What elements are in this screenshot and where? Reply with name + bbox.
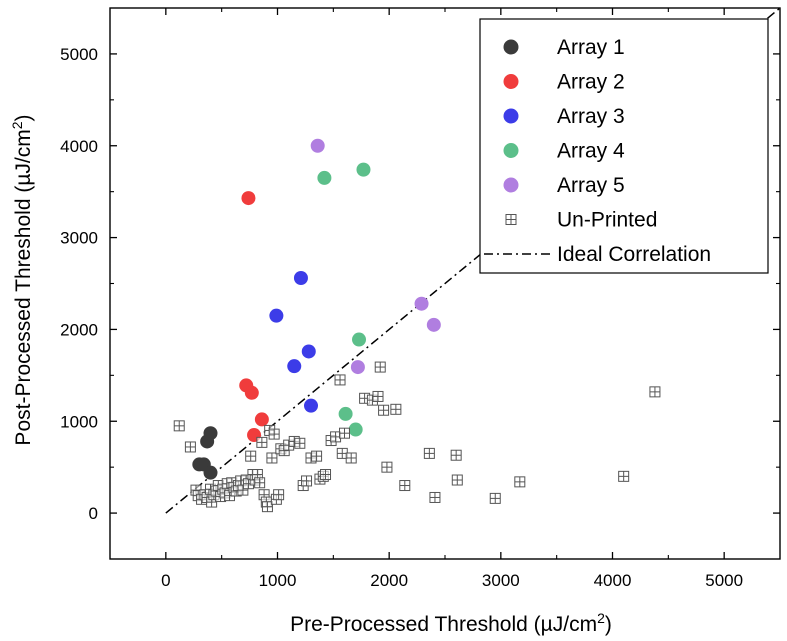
point-un-printed <box>618 470 630 482</box>
point-un-printed <box>423 447 435 459</box>
point-un-printed <box>649 386 661 398</box>
point-array-3 <box>304 398 318 413</box>
point-un-printed <box>334 374 346 386</box>
point-un-printed <box>273 489 285 501</box>
y-tick-label: 1000 <box>60 412 98 431</box>
point-array-5 <box>414 296 429 311</box>
x-tick-label: 1000 <box>259 571 297 590</box>
x-tick-label: 0 <box>161 571 170 590</box>
point-array-2 <box>244 385 259 400</box>
x-tick-label: 5000 <box>705 571 743 590</box>
point-un-printed <box>268 428 280 440</box>
point-un-printed <box>390 403 402 415</box>
point-un-printed <box>320 469 332 481</box>
point-un-printed <box>372 390 384 402</box>
point-array-2 <box>254 412 269 427</box>
tick-marks <box>110 8 780 559</box>
x-tick-label: 3000 <box>482 571 520 590</box>
y-axis-title-sup: 2 <box>9 121 25 129</box>
point-un-printed <box>261 501 273 513</box>
point-un-printed <box>374 361 386 373</box>
point-array-4 <box>348 422 363 437</box>
point-array-5 <box>426 317 441 332</box>
point-array-5 <box>310 138 325 153</box>
point-array-3 <box>269 308 284 323</box>
data-points <box>173 138 661 513</box>
legend-label: Un-Printed <box>557 209 657 232</box>
legend-marker-array-2 <box>503 74 519 89</box>
point-array-4 <box>352 332 367 347</box>
legend-marker-array-4 <box>503 143 519 158</box>
y-tick-label: 2000 <box>60 320 98 339</box>
point-array-3 <box>293 270 308 285</box>
legend-marker-array-3 <box>503 108 519 124</box>
x-tick-label: 4000 <box>594 571 632 590</box>
legend: Array 1 Array 2 Array 3 Array 4 Array 5 Un-Pr… <box>479 18 769 274</box>
point-un-printed <box>254 477 266 489</box>
point-un-printed <box>378 404 390 416</box>
point-un-printed <box>514 476 526 488</box>
point-array-3 <box>287 359 302 374</box>
point-array-4 <box>356 162 371 177</box>
legend-label: Array 2 <box>557 71 625 94</box>
x-axis-title-sup: 2 <box>597 610 605 626</box>
point-un-printed <box>489 492 501 504</box>
legend-label: Array 3 <box>557 105 625 128</box>
point-un-printed <box>301 475 313 487</box>
point-array-3 <box>301 344 316 359</box>
legend-box <box>479 18 769 274</box>
point-un-printed <box>256 436 268 448</box>
point-array-5 <box>350 360 365 375</box>
point-un-printed <box>294 437 306 449</box>
y-tick-label: 4000 <box>60 137 98 156</box>
point-un-printed <box>429 491 441 503</box>
point-array-4 <box>317 170 332 185</box>
point-un-printed <box>184 441 196 453</box>
legend-label: Ideal Correlation <box>557 243 711 266</box>
tick-labels: 0 1000 2000 3000 4000 5000 0 1000 2000 3000 4000 50… <box>60 45 743 590</box>
y-tick-label: 3000 <box>60 229 98 248</box>
legend-label: Array 1 <box>557 36 625 59</box>
point-un-printed <box>245 450 257 462</box>
point-un-printed <box>339 427 350 439</box>
y-axis-title: Post-Processed Threshold (µJ/cm2) <box>9 114 35 445</box>
point-array-2 <box>241 191 256 206</box>
point-un-printed <box>311 450 323 462</box>
point-array-4 <box>338 406 353 421</box>
point-array-1 <box>203 426 218 441</box>
point-un-printed <box>173 420 185 432</box>
x-axis-title: Pre-Processed Threshold (µJ/cm2) <box>290 610 612 636</box>
legend-marker-array-1 <box>503 39 519 55</box>
point-un-printed <box>450 449 462 461</box>
legend-label: Array 4 <box>557 140 625 163</box>
legend-label: Array 5 <box>557 174 625 197</box>
x-tick-label: 2000 <box>370 571 408 590</box>
point-array-1 <box>203 465 218 480</box>
y-tick-label: 0 <box>89 504 98 523</box>
legend-marker-array-5 <box>503 177 519 193</box>
point-un-printed <box>451 474 463 486</box>
point-un-printed <box>381 461 393 473</box>
point-un-printed <box>266 452 278 464</box>
y-tick-label: 5000 <box>60 45 98 64</box>
x-axis-title-end: ) <box>605 613 612 636</box>
y-axis-title-end: ) <box>12 114 35 121</box>
point-un-printed <box>345 452 357 464</box>
point-un-printed <box>399 480 411 492</box>
